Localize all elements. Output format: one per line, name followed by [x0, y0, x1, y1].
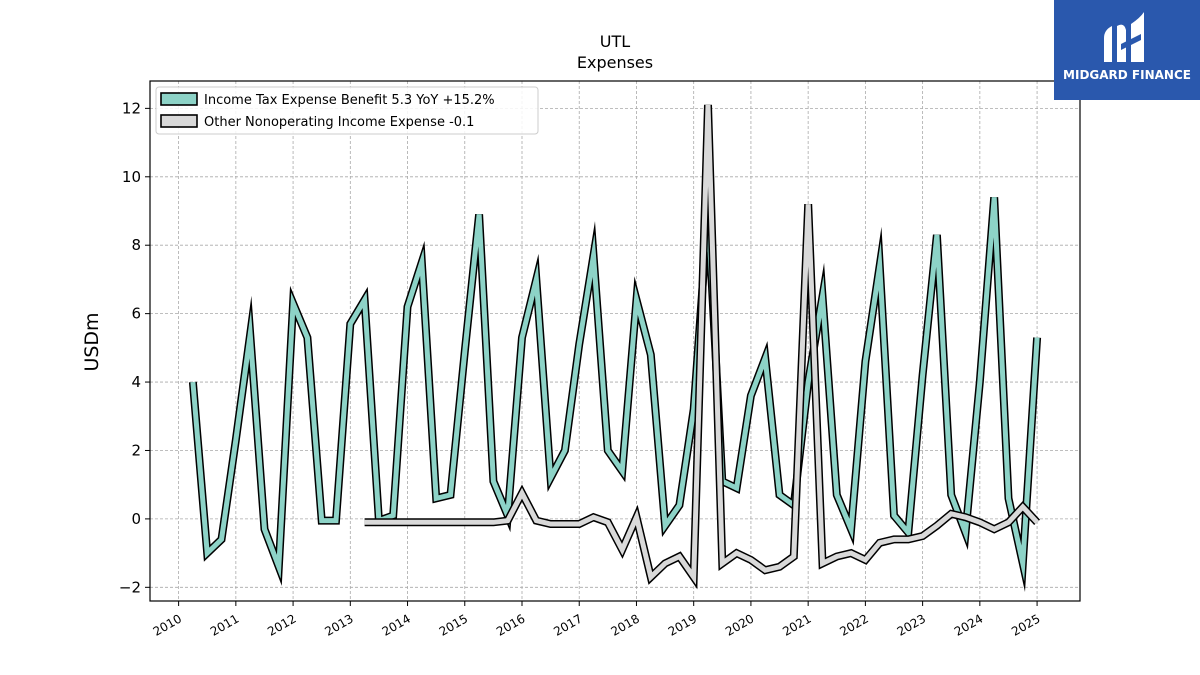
legend-swatch-other-nonoperating [160, 114, 198, 128]
series-1 [364, 104, 1041, 590]
x-tick-label: 2018 [609, 611, 642, 638]
x-tick-label: 2023 [895, 611, 928, 638]
x-tick-label: 2025 [1009, 611, 1042, 638]
x-tick-label: 2015 [437, 611, 470, 638]
y-tick-label: 2 [131, 441, 141, 459]
y-tick-label: −2 [119, 578, 141, 596]
chart-title: UTL [600, 32, 630, 51]
x-tick-label: 2016 [494, 611, 527, 638]
midgard-finance-logo: MIDGARD FINANCE [1054, 0, 1200, 100]
series-0 [188, 196, 1042, 593]
x-tick-label: 2021 [780, 611, 813, 638]
x-tick-label: 2020 [723, 611, 756, 638]
legend-box [155, 86, 539, 135]
legend-label-other-nonoperating: Other Nonoperating Income Expense -0.1 [204, 115, 474, 130]
logo-mark-icon [1104, 12, 1144, 63]
x-tick-label: 2012 [265, 611, 298, 638]
legend-swatch-income-tax [160, 92, 198, 106]
y-axis: −2 0 2 4 6 8 10 12 [119, 99, 150, 596]
x-tick-label: 2022 [837, 611, 870, 638]
x-tick-label: 2024 [952, 611, 985, 638]
y-tick-label: 8 [131, 236, 141, 254]
y-axis-label: USDm [81, 312, 103, 371]
x-tick-label: 2014 [380, 611, 413, 638]
y-tick-label: 6 [131, 305, 141, 323]
x-tick-label: 2019 [666, 611, 699, 638]
x-tick-label: 2011 [208, 611, 241, 638]
logo-text: MIDGARD FINANCE [1063, 68, 1191, 82]
y-tick-label: 4 [131, 373, 141, 391]
plot-frame [149, 80, 1081, 602]
x-axis: 2010 2011 2012 2013 2014 2015 2016 2017 2018 2019… [151, 601, 1043, 639]
x-tick-label: 2010 [151, 611, 184, 638]
series-1-line [364, 104, 1039, 585]
x-tick-label: 2017 [551, 611, 584, 638]
legend-label-income-tax: Income Tax Expense Benefit 5.3 YoY +15.2… [204, 93, 495, 108]
y-tick-label: 12 [122, 99, 141, 117]
y-tick-label: 10 [122, 168, 141, 186]
series-layer [188, 104, 1042, 593]
series-0-line [190, 197, 1040, 582]
legend: Income Tax Expense Benefit 5.3 YoY +15.2… [155, 86, 539, 135]
y-tick-label: 0 [131, 510, 141, 528]
x-tick-label: 2013 [322, 611, 355, 638]
chart-subtitle: Expenses [577, 53, 653, 72]
